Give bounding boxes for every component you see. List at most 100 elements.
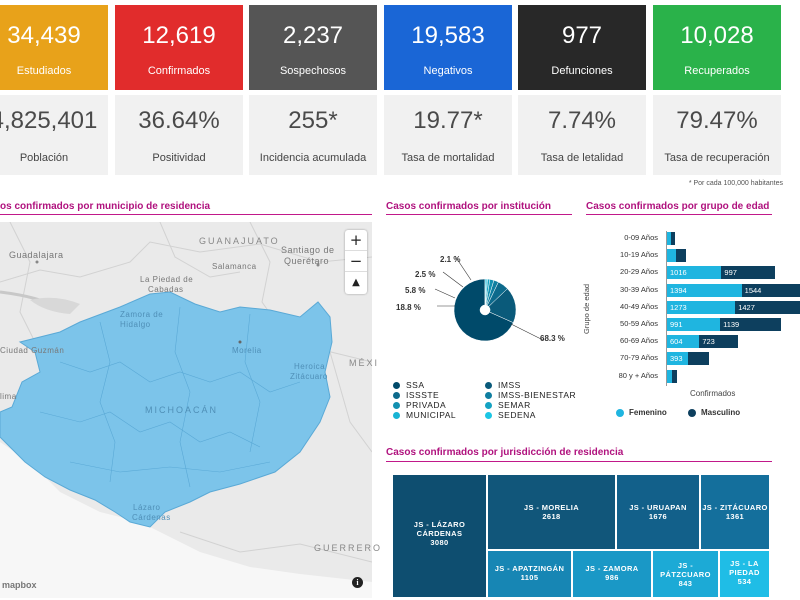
zoom-out-button[interactable]: − [345,251,367,272]
pie-label: 68.3 % [540,334,565,343]
kpi-card-negativos: 19,583 Negativos 19.77* Tasa de mortalid… [384,5,512,175]
kpi-label: Recuperados [684,65,750,77]
map-label-zitacuaro: Zitácuaro [290,372,328,381]
age-legend-femenino[interactable]: Femenino [616,408,667,417]
treemap-cell-uruapan[interactable]: JS - URUAPAN 1676 [616,474,700,550]
legend-item[interactable]: SSA [393,380,425,390]
age-bar-masculino[interactable] [735,300,800,314]
institution-pie-chart [434,255,544,342]
legend-item[interactable]: SEDENA [485,410,536,420]
kpi-top: 977 Defunciones [518,5,646,90]
treemap-cell-la-piedad[interactable]: JS - LA PIEDAD 534 [719,550,770,598]
kpi-label: Negativos [423,65,473,77]
legend-item[interactable]: ISSSTE [393,390,439,400]
legend-dot [485,382,492,390]
map-label-morelia: Morelia [232,346,262,355]
age-category-label: 20-29 Años [620,267,658,277]
pie-label: 2.5 % [415,270,436,279]
age-bar-masculino[interactable] [671,369,678,383]
age-bar-femenino[interactable] [667,266,722,280]
age-title-rule [586,214,772,215]
treemap-cell-value: 2618 [542,512,561,521]
age-bar-femenino[interactable] [667,318,721,331]
treemap-cell-name: JS - LA PIEDAD [729,559,760,577]
kpi-value: 19,583 [411,22,485,49]
treemap-cell-zamora[interactable]: JS - ZAMORA 986 [572,550,652,598]
treemap-cell-zitacuaro[interactable]: JS - ZITÁCUARO 1361 [700,474,770,550]
legend-label: Masculino [701,408,741,417]
map-label-lazaro: Lázaro [133,503,161,512]
kpi-value: 2,237 [282,22,344,49]
age-bar-masculino[interactable] [699,335,739,349]
treemap-cell-apatzingan[interactable]: JS - APATZINGÁN 1105 [487,550,572,598]
treemap-cell-lazaro-cardenas[interactable]: JS - LÁZARO CÁRDENAS 3080 [392,474,487,598]
map-label-guanajuato: GUANAJUATO [199,236,280,246]
age-bar-value-masculino: 997 [724,268,737,278]
age-bar-masculino[interactable] [670,232,675,245]
legend-item[interactable]: SEMAR [485,400,531,410]
age-bar-value-masculino: 723 [702,337,715,347]
legend-item[interactable]: PRIVADA [393,400,446,410]
treemap-cell-patzcuaro[interactable]: JS - PÁTZCUARO 843 [652,550,719,598]
legend-item[interactable]: IMSS [485,380,521,390]
age-bar-masculino[interactable] [688,352,710,366]
rate-box: 36.64% Positividad [115,95,243,175]
map-label-queretaro: Querétaro [284,256,330,266]
rate-box: 4,825,401 Población [0,95,108,175]
pie-slice-ssa[interactable] [453,278,514,342]
kpi-value: 34,439 [7,22,81,49]
legend-label: IMSS [498,380,521,390]
age-bar-femenino[interactable] [667,352,689,366]
map-zoom-controls: + − ▲ [345,230,367,294]
legend-dot [393,392,400,400]
pie-label: 2.1 % [440,255,461,264]
age-bar-femenino[interactable] [667,335,700,349]
treemap-cell-name: JS - ZAMORA [585,564,639,573]
legend-item[interactable]: IMSS-BIENESTAR [485,390,576,400]
age-title: Casos confirmados por grupo de edad [586,201,770,212]
map-label-piedad: La Piedad de [140,275,194,284]
age-bar-femenino[interactable] [667,300,736,314]
legend-label: MUNICIPAL [406,410,457,420]
rate-label: Tasa de letalidad [540,152,624,164]
age-bar-value-femenino: 604 [670,337,683,347]
age-bar-femenino[interactable] [667,283,742,297]
rate-box: 19.77* Tasa de mortalidad [384,95,512,175]
legend-label: SEMAR [498,400,531,410]
age-bar-masculino[interactable] [720,318,782,331]
map-label-cardenas: Cárdenas [132,513,171,522]
kpi-card-confirmados: 12,619 Confirmados 36.64% Positividad [115,5,243,175]
age-bar-masculino[interactable] [741,283,800,297]
treemap-cell-value: 1676 [648,512,668,521]
age-bar-masculino[interactable] [676,249,686,263]
age-bar-femenino[interactable] [667,232,671,245]
rate-label: Tasa de recuperación [664,152,770,164]
treemap-cell-value: 3080 [430,538,449,547]
treemap-cell-morelia[interactable]: JS - MORELIA 2618 [487,474,616,550]
age-legend-masculino[interactable]: Masculino [688,408,740,417]
age-bar-femenino[interactable] [667,369,672,383]
info-icon[interactable]: i [352,577,363,588]
pie-leader-line [510,323,544,341]
municipality-map[interactable] [0,222,372,598]
compass-button[interactable]: ▲ [352,277,360,288]
pie-slice-sedena[interactable] [484,278,487,306]
map-title: os confirmados por municipio de residenc… [0,201,211,212]
treemap-cell-value: 843 [678,579,693,588]
age-bar-femenino[interactable] [667,249,677,263]
mapbox-attribution[interactable]: mapbox [2,580,37,590]
age-bar-masculino[interactable] [721,266,775,280]
treemap-cell-name: JS - APATZINGÁN [494,564,565,573]
zoom-in-button[interactable]: + [345,230,367,251]
legend-dot [688,408,696,417]
age-bar-value-femenino: 393 [670,354,683,364]
institution-title-rule [386,214,572,215]
kpi-top: 34,439 Estudiados [0,5,108,90]
rate-value: 7.74% [547,107,617,134]
legend-label: PRIVADA [406,400,447,410]
legend-item[interactable]: MUNICIPAL [393,410,456,420]
rate-box: 255* Incidencia acumulada [249,95,377,175]
age-y-axis-line [666,231,667,386]
rate-label: Población [19,152,69,164]
kpi-card-sospechosos: 2,237 Sospechosos 255* Incidencia acumul… [249,5,377,175]
